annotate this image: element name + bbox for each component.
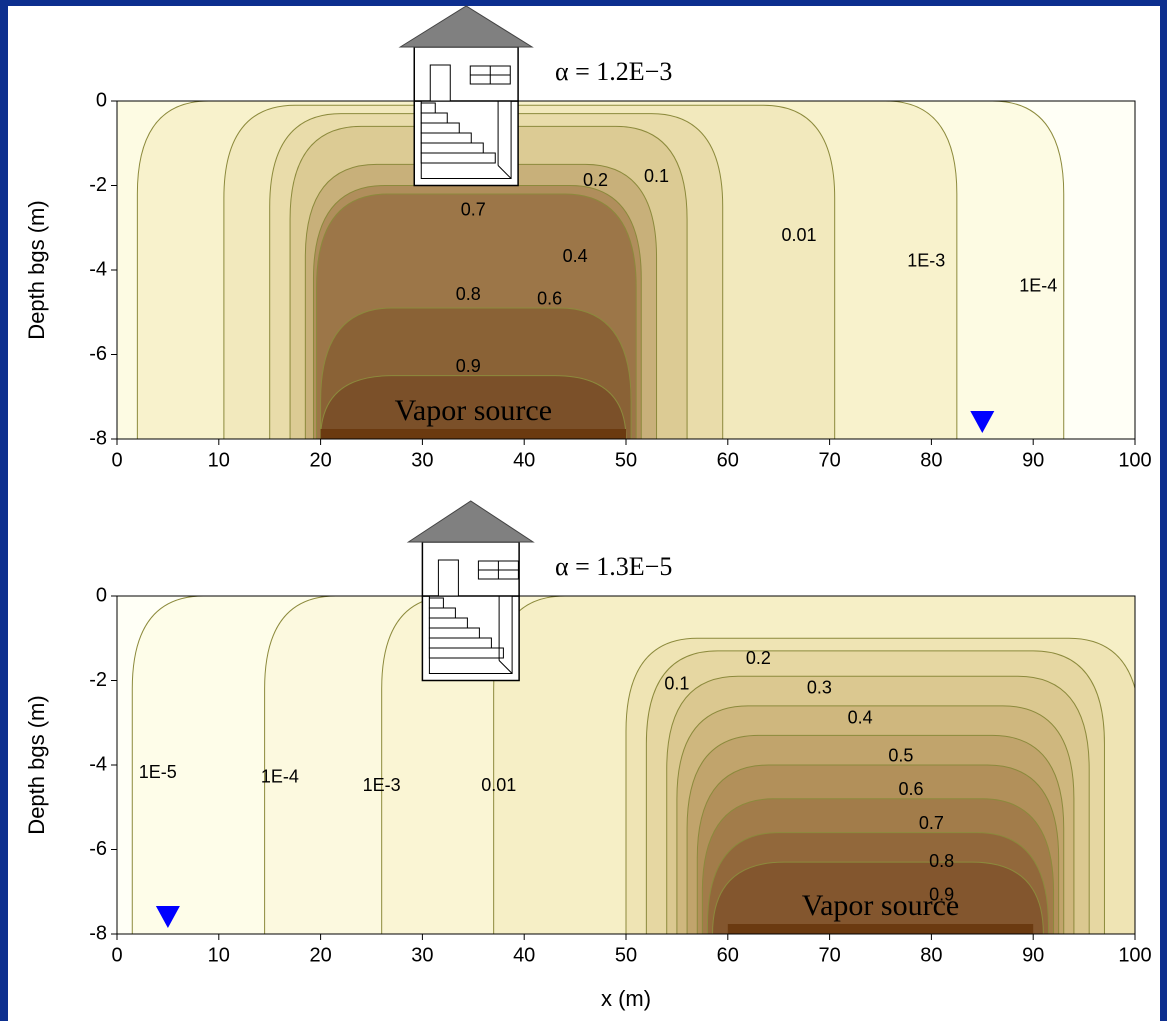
y-tick-label: -4 xyxy=(89,753,107,775)
vapor-source xyxy=(727,924,1034,934)
water-table xyxy=(155,906,180,928)
y-axis-label: Depth bgs (m) xyxy=(24,200,49,339)
stair xyxy=(428,637,492,649)
contour-label: 1E-4 xyxy=(1019,276,1057,296)
x-tick-label: 80 xyxy=(920,449,942,471)
water-table xyxy=(970,411,995,433)
contour-label: 0.6 xyxy=(537,288,562,308)
contour-label: 0.9 xyxy=(929,885,954,905)
door xyxy=(437,559,459,597)
x-tick-label: 90 xyxy=(1022,944,1044,966)
contour-label: 0.3 xyxy=(807,678,832,698)
door xyxy=(429,64,451,102)
plot-area xyxy=(117,101,1135,439)
vapor-source-label: Vapor source xyxy=(802,889,959,922)
x-tick-label: 20 xyxy=(309,449,331,471)
y-tick-label: 0 xyxy=(96,584,107,606)
contour-label: 0.1 xyxy=(644,166,669,186)
stair xyxy=(428,627,480,639)
stair xyxy=(428,597,444,609)
x-tick-label: 10 xyxy=(208,944,230,966)
contour-label: 0.4 xyxy=(848,707,873,727)
y-tick-label: -2 xyxy=(89,174,107,196)
x-tick-label: 60 xyxy=(717,449,739,471)
x-tick-label: 100 xyxy=(1118,449,1151,471)
x-tick-label: 20 xyxy=(309,944,331,966)
stair-rail xyxy=(498,660,513,674)
stair xyxy=(420,122,460,134)
x-tick-label: 0 xyxy=(111,449,122,471)
chart-title: α = 1.3E−5 xyxy=(555,552,672,581)
contour-label: 0.2 xyxy=(746,648,771,668)
x-tick-label: 80 xyxy=(920,944,942,966)
stair xyxy=(420,142,484,154)
contour-label: 0.9 xyxy=(456,356,481,376)
x-tick-label: 10 xyxy=(208,449,230,471)
contour-label: 0.6 xyxy=(899,779,924,799)
contour-label: 0.1 xyxy=(664,673,689,693)
roof xyxy=(398,5,534,48)
x-tick-label: 70 xyxy=(818,944,840,966)
stair xyxy=(420,132,472,144)
contour-label: 1E-4 xyxy=(261,766,299,786)
plot-area xyxy=(117,596,1135,934)
x-tick-label: 70 xyxy=(818,449,840,471)
contour-label: 0.5 xyxy=(888,745,913,765)
y-tick-label: -2 xyxy=(89,669,107,691)
y-tick-label: -6 xyxy=(89,838,107,860)
y-tick-label: -8 xyxy=(89,427,107,449)
vapor-source-label: Vapor source xyxy=(395,394,552,427)
contour-label: 0.8 xyxy=(929,851,954,871)
contour-label: 0.01 xyxy=(782,225,817,245)
x-tick-label: 30 xyxy=(411,449,433,471)
vapor-source xyxy=(320,429,626,439)
stair-rail xyxy=(497,165,512,179)
x-tick-label: 30 xyxy=(411,944,433,966)
x-tick-label: 40 xyxy=(513,944,535,966)
y-tick-label: -6 xyxy=(89,343,107,365)
contour xyxy=(712,861,1044,934)
stair xyxy=(420,152,496,164)
x-tick-label: 40 xyxy=(513,449,535,471)
stair xyxy=(428,617,468,629)
stair xyxy=(428,647,504,659)
contour-label: 0.7 xyxy=(919,813,944,833)
x-axis-label: x (m) xyxy=(601,986,651,1011)
stair xyxy=(428,607,456,619)
contour-label: 0.2 xyxy=(583,170,608,190)
y-tick-label: 0 xyxy=(96,89,107,111)
contour xyxy=(320,375,627,439)
stair xyxy=(420,112,448,124)
x-tick-label: 50 xyxy=(615,449,637,471)
contour-label: 1E-3 xyxy=(363,775,401,795)
stair xyxy=(420,102,436,114)
contour-label: 0.01 xyxy=(481,775,516,795)
y-axis-label: Depth bgs (m) xyxy=(24,695,49,834)
contour-label: 1E-5 xyxy=(139,762,177,782)
y-tick-label: -4 xyxy=(89,258,107,280)
contour-label: 0.7 xyxy=(461,200,486,220)
x-tick-label: 60 xyxy=(717,944,739,966)
x-tick-label: 0 xyxy=(111,944,122,966)
x-tick-label: 90 xyxy=(1022,449,1044,471)
contour-label: 1E-3 xyxy=(907,250,945,270)
contour-label: 0.8 xyxy=(456,284,481,304)
x-tick-label: 50 xyxy=(615,944,637,966)
contour-label: 0.4 xyxy=(563,246,588,266)
x-tick-label: 100 xyxy=(1118,944,1151,966)
chart-title: α = 1.2E−3 xyxy=(555,57,672,86)
roof xyxy=(406,500,535,543)
y-tick-label: -8 xyxy=(89,922,107,944)
